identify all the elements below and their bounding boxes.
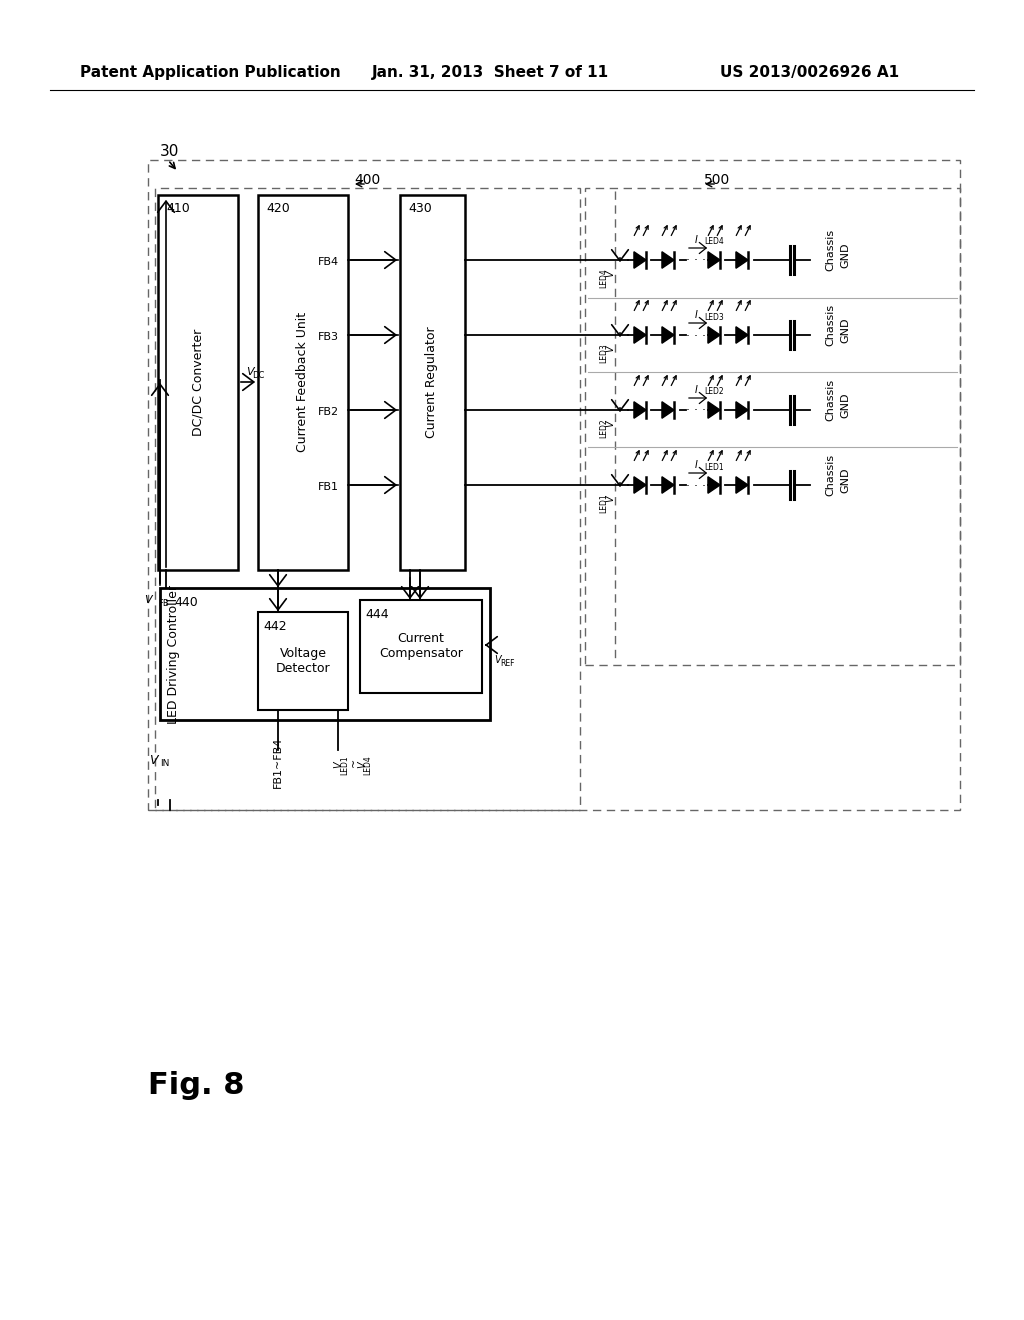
Text: · · ·: · · · [686,255,706,268]
Polygon shape [708,252,720,268]
Polygon shape [662,477,674,494]
Text: IN: IN [160,759,169,768]
Polygon shape [708,477,720,494]
Text: Chassis: Chassis [825,454,835,496]
Text: I: I [694,385,697,395]
Text: V: V [333,762,343,768]
Text: LED Driving Controller: LED Driving Controller [168,585,180,723]
Text: 444: 444 [365,607,389,620]
Polygon shape [634,327,646,343]
Text: LED4: LED4 [705,238,724,247]
Polygon shape [634,477,646,494]
Polygon shape [634,252,646,268]
Text: FB1: FB1 [317,482,339,492]
Bar [585,187,961,665]
Text: Chassis: Chassis [825,228,835,271]
Polygon shape [736,252,749,268]
Text: REF: REF [500,660,514,668]
Polygon shape [708,327,720,343]
Text: ~: ~ [349,758,359,767]
Text: I: I [694,235,697,246]
Polygon shape [662,401,674,418]
Text: V: V [357,762,367,768]
Text: LED2: LED2 [705,388,724,396]
Text: Fig. 8: Fig. 8 [148,1071,245,1100]
Text: Patent Application Publication: Patent Application Publication [80,65,340,79]
Text: I: I [694,310,697,319]
Text: FB3: FB3 [317,333,339,342]
Bar [160,587,490,719]
Text: V: V [148,754,158,767]
Text: GND: GND [840,467,850,492]
Text: V: V [605,346,615,352]
Bar [400,195,465,570]
Text: FB2: FB2 [317,407,339,417]
Text: Voltage
Detector: Voltage Detector [275,647,331,675]
Polygon shape [634,401,646,418]
Text: 30: 30 [160,144,179,160]
Text: Current
Compensator: Current Compensator [379,632,463,660]
Bar [158,195,238,570]
Text: Current Regulator: Current Regulator [426,326,438,438]
Polygon shape [736,401,749,418]
Polygon shape [736,477,749,494]
Text: GND: GND [840,317,850,343]
Text: Jan. 31, 2013  Sheet 7 of 11: Jan. 31, 2013 Sheet 7 of 11 [372,65,608,79]
Text: V: V [605,271,615,277]
Polygon shape [662,327,674,343]
Text: 400: 400 [354,173,380,187]
Text: DC/DC Converter: DC/DC Converter [191,329,205,436]
Text: LED1: LED1 [705,462,724,471]
Text: 500: 500 [703,173,730,187]
Text: Current Feedback Unit: Current Feedback Unit [297,312,309,451]
Text: 442: 442 [263,619,287,632]
Text: GND: GND [840,392,850,417]
Text: V: V [605,421,615,428]
Text: FB1~FB4: FB1~FB4 [273,737,283,788]
Text: 440: 440 [174,595,198,609]
Text: · · ·: · · · [686,330,706,342]
Text: LED1: LED1 [341,755,349,775]
Text: DC: DC [252,371,264,380]
Bar [155,187,580,810]
Polygon shape [736,327,749,343]
Text: V: V [494,655,501,665]
Text: LED3: LED3 [705,313,724,322]
Text: FB4: FB4 [317,257,339,267]
Text: V: V [144,595,152,605]
Bar [258,612,348,710]
Text: LED3: LED3 [599,343,608,363]
Text: GND: GND [840,243,850,268]
Text: V: V [246,367,254,378]
Bar [148,160,961,810]
Text: LED1: LED1 [599,494,608,512]
Text: 430: 430 [408,202,432,215]
Text: V: V [605,496,615,503]
Text: LED4: LED4 [364,755,373,775]
Text: FB: FB [158,599,169,609]
Text: US 2013/0026926 A1: US 2013/0026926 A1 [721,65,899,79]
Text: 410: 410 [166,202,189,215]
Polygon shape [708,401,720,418]
Bar [360,601,482,693]
Polygon shape [662,252,674,268]
Text: LED4: LED4 [599,268,608,288]
Text: Chassis: Chassis [825,304,835,346]
Text: 420: 420 [266,202,290,215]
Text: LED2: LED2 [599,418,608,438]
Text: I: I [694,459,697,470]
Text: Chassis: Chassis [825,379,835,421]
Bar [258,195,348,570]
Text: · · ·: · · · [686,404,706,417]
Text: · · ·: · · · [686,479,706,492]
